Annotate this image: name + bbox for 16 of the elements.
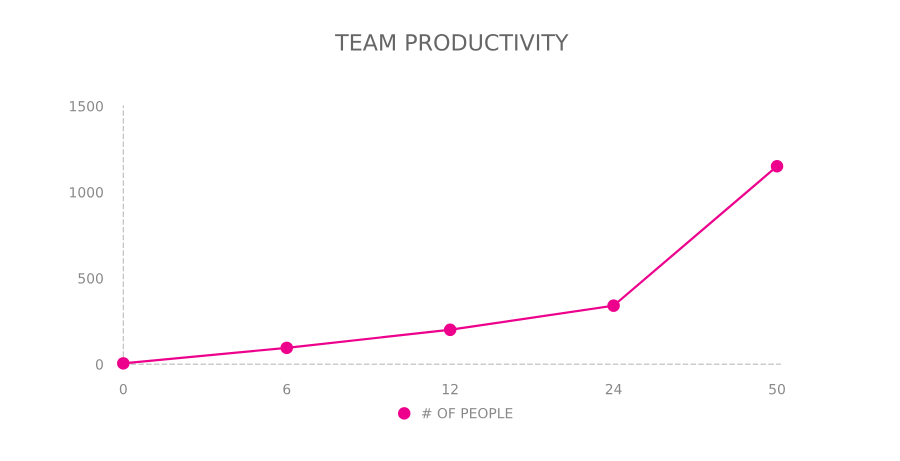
y-tick-label: 1000 [70,187,103,198]
point [280,342,293,354]
point [770,160,784,173]
x-tick-label: 6 [283,384,290,394]
x-tick-label: 0 [120,384,127,394]
y-tick-label: 1500 [70,101,103,112]
y-tick-label: 500 [78,273,103,284]
x-tick-label: 12 [442,384,458,394]
y-tick-label: 0 [96,359,103,370]
x-tick-label: 24 [606,384,622,394]
x-tick-label: 50 [769,384,785,394]
point [607,299,620,312]
chart-title: TEAM PRODUCTIVITY [335,34,568,51]
point [444,324,456,336]
legend-label: # OF PEOPLE [422,408,512,418]
point [117,357,130,370]
